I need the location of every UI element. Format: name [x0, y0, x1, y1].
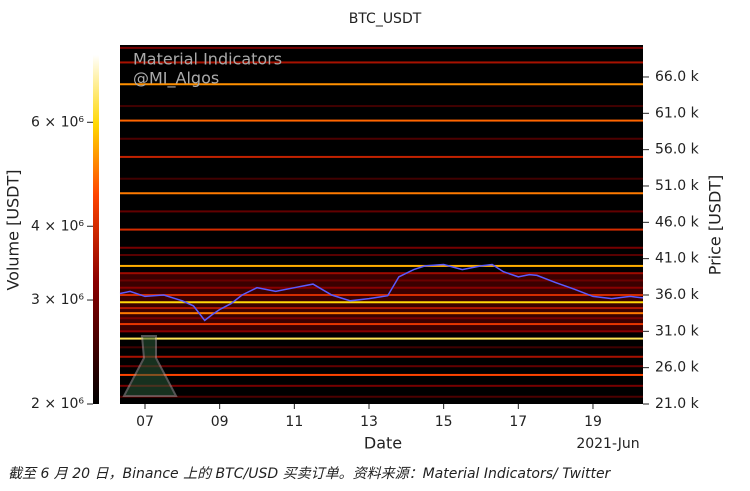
- liquidity-band: [120, 337, 643, 340]
- liquidity-band: [120, 210, 643, 213]
- x-tick-label: 09: [211, 414, 229, 430]
- x-tick-label: 13: [360, 414, 378, 430]
- y-tick-label: 56.0 k: [655, 142, 700, 158]
- liquidity-band: [120, 395, 643, 398]
- y-tick-label: 36.0 k: [655, 287, 700, 303]
- x-tick-label: 17: [509, 414, 527, 430]
- price-line: [119, 263, 644, 322]
- liquidity-band: [120, 279, 643, 282]
- x-axis-label: Date: [364, 434, 402, 453]
- liquidity-band: [120, 105, 643, 108]
- liquidity-band: [120, 177, 643, 180]
- liquidity-band: [120, 155, 643, 158]
- liquidity-band: [120, 307, 643, 310]
- liquidity-band: [120, 286, 643, 289]
- y-tick-label: 66.0 k: [655, 69, 700, 85]
- y-tick-label: 51.0 k: [655, 178, 700, 194]
- y-tick-label: 41.0 k: [655, 251, 700, 267]
- chart-title: BTC_USDT: [349, 11, 422, 27]
- liquidity-band: [120, 317, 643, 320]
- liquidity-band: [120, 61, 643, 64]
- liquidity-band: [120, 119, 643, 122]
- liquidity-band: [120, 330, 643, 333]
- heatmap: [119, 46, 644, 398]
- y-tick-label: 31.0 k: [655, 323, 700, 339]
- liquidity-band: [120, 355, 643, 358]
- liquidity-band: [120, 46, 643, 49]
- colorbar-tick-label: 2 × 10⁶: [31, 396, 84, 412]
- liquidity-band: [120, 346, 643, 349]
- watermark: @MI_Algos: [133, 69, 219, 89]
- liquidity-band: [120, 312, 643, 315]
- plot-background: [120, 45, 643, 404]
- liquidity-band: [120, 323, 643, 326]
- colorbar-tick-label: 6 × 10⁶: [31, 114, 84, 130]
- y-tick-label: 61.0 k: [655, 105, 700, 121]
- flask-logo: [122, 335, 178, 397]
- liquidity-band: [120, 293, 643, 296]
- x-offset-label: 2021-Jun: [576, 436, 639, 452]
- watermark: Material Indicators: [133, 50, 282, 69]
- y-tick-label: 26.0 k: [655, 360, 700, 376]
- liquidity-band: [120, 301, 643, 304]
- x-tick-label: 11: [285, 414, 303, 430]
- liquidity-band: [120, 192, 643, 195]
- y-tick-label: 21.0 k: [655, 396, 700, 412]
- caption: 截至 6 月 20 日，Binance 上的 BTC/USD 买卖订单。资料来源…: [8, 466, 612, 482]
- liquidity-band: [120, 365, 643, 368]
- liquidity-band: [120, 272, 643, 275]
- x-tick-label: 15: [435, 414, 453, 430]
- liquidity-band: [120, 228, 643, 231]
- y-axis-label: Price [USDT]: [706, 175, 725, 276]
- liquidity-band: [120, 137, 643, 140]
- liquidity-band: [120, 254, 643, 257]
- colorbar-label: Volume [USDT]: [4, 169, 23, 290]
- liquidity-band: [120, 384, 643, 387]
- liquidity-band: [120, 83, 643, 86]
- colorbar: [93, 55, 99, 404]
- liquidity-band: [120, 264, 643, 267]
- colorbar-tick-label: 3 × 10⁶: [31, 292, 84, 308]
- liquidity-band: [120, 246, 643, 249]
- x-tick-label: 19: [584, 414, 602, 430]
- x-tick-label: 07: [136, 414, 154, 430]
- y-tick-label: 46.0 k: [655, 214, 700, 230]
- liquidity-band: [120, 373, 643, 376]
- colorbar-tick-label: 4 × 10⁶: [31, 218, 84, 234]
